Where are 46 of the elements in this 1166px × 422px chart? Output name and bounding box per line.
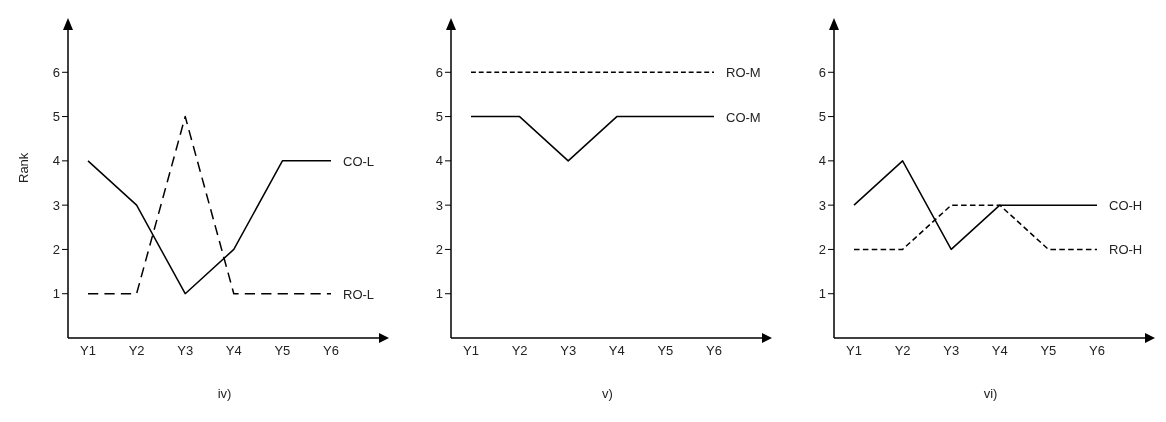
x-tick-label: Y1 [463,343,479,359]
series-label: RO-H [1109,242,1143,258]
y-axis-title: Rank [15,152,31,183]
y-tick-label: 2 [818,242,826,258]
x-tick-label: Y6 [706,343,722,359]
y-tick-label: 4 [435,153,443,169]
x-tick-label: Y1 [846,343,862,359]
x-tick-label: Y5 [274,343,291,359]
x-tick-label: Y5 [657,343,674,359]
series-label: RO-L [343,286,375,302]
x-tick-label: Y3 [177,343,194,359]
x-tick-label: Y4 [991,343,1008,359]
series-label: CO-M [726,109,761,125]
x-tick-label: Y6 [1089,343,1105,359]
y-tick-label: 3 [435,197,443,213]
x-tick-label: Y2 [128,343,145,359]
x-tick-label: Y3 [943,343,960,359]
x-axis-title: v) [602,386,613,401]
y-tick-label: 5 [52,109,60,125]
y-tick-label: 4 [818,153,826,169]
x-tick-label: Y5 [1040,343,1057,359]
y-tick-label: 1 [818,286,826,302]
x-tick-label: Y4 [225,343,242,359]
y-tick-label: 4 [52,153,60,169]
y-tick-label: 5 [435,109,443,125]
series-label: CO-L [343,153,375,169]
series-label: CO-H [1109,198,1143,214]
x-axis-title: vi) [983,386,998,401]
x-tick-label: Y4 [608,343,625,359]
x-axis-title: iv) [217,386,232,401]
x-tick-label: Y2 [511,343,528,359]
y-tick-label: 6 [52,64,60,80]
y-tick-label: 6 [818,64,826,80]
y-tick-label: 2 [52,242,60,258]
y-tick-label: 3 [52,197,60,213]
x-tick-label: Y6 [323,343,339,359]
x-tick-label: Y3 [560,343,577,359]
y-tick-label: 5 [818,109,826,125]
y-tick-label: 3 [818,197,826,213]
series-label: RO-M [726,65,761,81]
x-tick-label: Y2 [894,343,911,359]
x-tick-label: Y1 [80,343,96,359]
y-tick-label: 2 [435,242,443,258]
y-tick-label: 1 [435,286,443,302]
y-tick-label: 6 [435,64,443,80]
y-tick-label: 1 [52,286,60,302]
